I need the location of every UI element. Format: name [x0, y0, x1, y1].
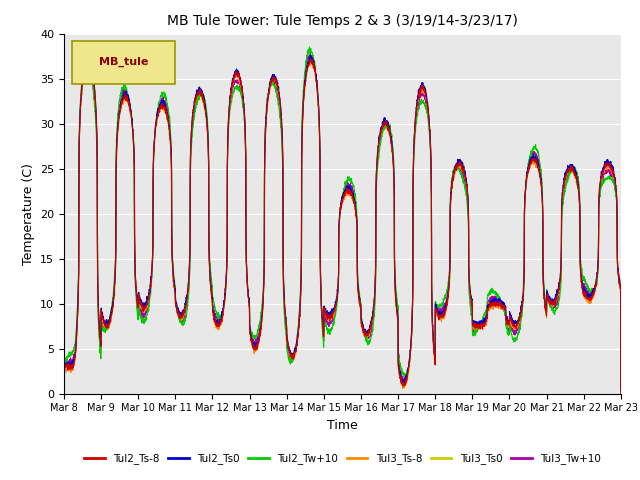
X-axis label: Time: Time [327, 419, 358, 432]
Y-axis label: Temperature (C): Temperature (C) [22, 163, 35, 264]
Title: MB Tule Tower: Tule Temps 2 & 3 (3/19/14-3/23/17): MB Tule Tower: Tule Temps 2 & 3 (3/19/14… [167, 14, 518, 28]
FancyBboxPatch shape [72, 41, 175, 84]
Text: MB_tule: MB_tule [99, 57, 149, 67]
Legend: Tul2_Ts-8, Tul2_Ts0, Tul2_Tw+10, Tul3_Ts-8, Tul3_Ts0, Tul3_Tw+10: Tul2_Ts-8, Tul2_Ts0, Tul2_Tw+10, Tul3_Ts… [80, 449, 605, 468]
